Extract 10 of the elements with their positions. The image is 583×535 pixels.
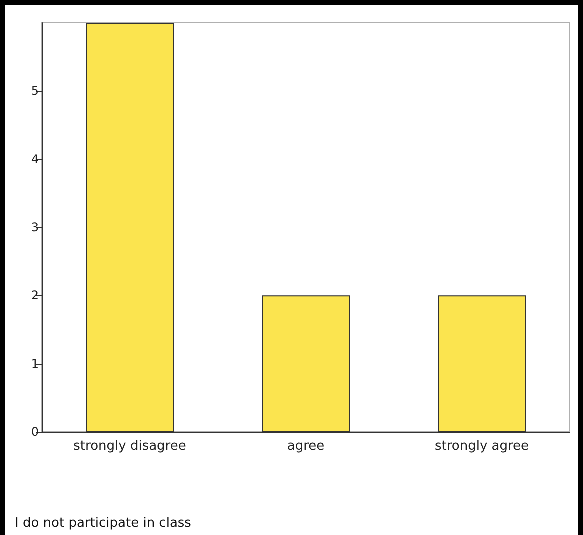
x-tick-label: agree (287, 439, 325, 454)
y-tick-label: 1 (31, 356, 39, 371)
x-axis-title: I do not participate in class (15, 516, 192, 531)
y-tick-label: 2 (31, 288, 39, 303)
x-tick-label: strongly disagree (74, 439, 186, 454)
y-tick-label: 0 (31, 425, 39, 439)
y-tick-label: 4 (31, 152, 39, 166)
y-tick-label: 5 (31, 84, 39, 98)
y-tick-label: 3 (31, 220, 39, 234)
x-tick-label: strongly agree (434, 439, 530, 454)
